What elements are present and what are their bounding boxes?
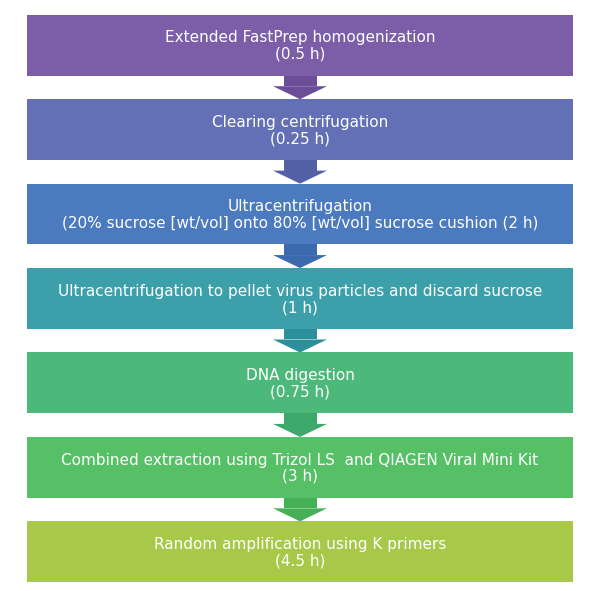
Polygon shape <box>273 508 327 521</box>
Polygon shape <box>273 255 327 268</box>
Text: Extended FastPrep homogenization: Extended FastPrep homogenization <box>165 30 435 46</box>
Text: (0.5 h): (0.5 h) <box>275 47 325 62</box>
Bar <box>284 413 317 424</box>
Text: Random amplification using K primers: Random amplification using K primers <box>154 537 446 552</box>
Text: Ultracentrifugation to pellet virus particles and discard sucrose: Ultracentrifugation to pellet virus part… <box>58 284 542 298</box>
Bar <box>27 99 573 160</box>
Polygon shape <box>273 339 327 352</box>
Text: Combined extraction using Trizol LS  and QIAGEN Viral Mini Kit: Combined extraction using Trizol LS and … <box>61 453 539 467</box>
Polygon shape <box>273 86 327 99</box>
Bar <box>27 15 573 76</box>
Text: (0.75 h): (0.75 h) <box>270 385 330 400</box>
Bar <box>284 245 317 255</box>
Text: (4.5 h): (4.5 h) <box>275 553 325 569</box>
Bar <box>27 268 573 329</box>
Bar <box>27 184 573 245</box>
Bar <box>284 329 317 339</box>
Bar <box>284 160 317 171</box>
Text: Ultracentrifugation: Ultracentrifugation <box>227 199 373 214</box>
Bar <box>27 521 573 582</box>
Text: (20% sucrose [wt/vol] onto 80% [wt/vol] sucrose cushion (2 h): (20% sucrose [wt/vol] onto 80% [wt/vol] … <box>62 216 538 230</box>
Text: (0.25 h): (0.25 h) <box>270 131 330 146</box>
Polygon shape <box>273 171 327 184</box>
Text: DNA digestion: DNA digestion <box>245 368 355 383</box>
Text: (1 h): (1 h) <box>282 300 318 315</box>
Text: (3 h): (3 h) <box>282 469 318 484</box>
Bar <box>284 498 317 508</box>
Text: Clearing centrifugation: Clearing centrifugation <box>212 115 388 130</box>
Polygon shape <box>273 424 327 437</box>
Bar <box>27 352 573 413</box>
Bar <box>27 437 573 498</box>
Bar <box>284 76 317 86</box>
